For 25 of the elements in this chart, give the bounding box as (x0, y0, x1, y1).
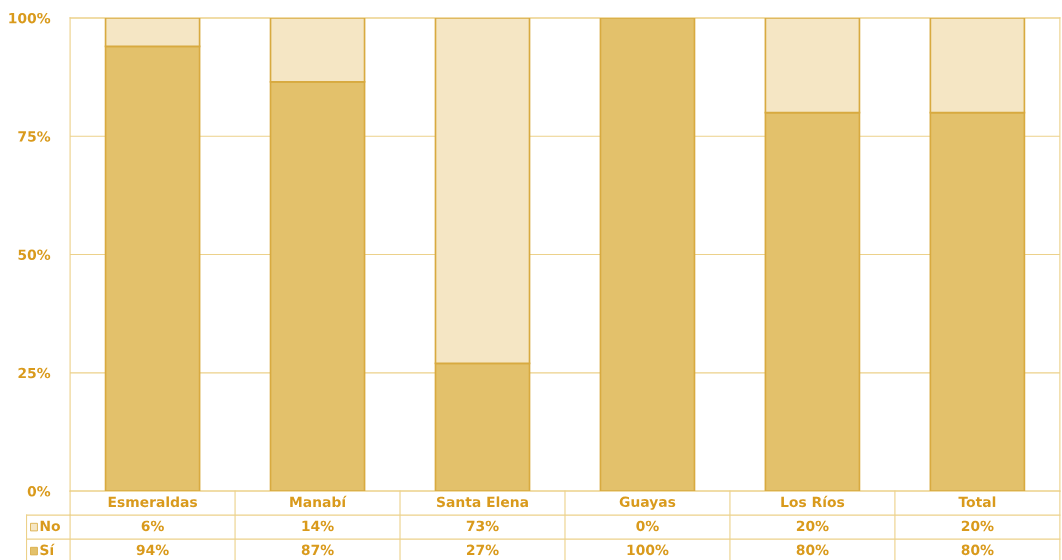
y-tick-label: 0% (27, 486, 51, 497)
x-tick-label: Esmeraldas (108, 496, 198, 508)
data-label: 80% (961, 544, 994, 556)
y-tick-label: 25% (18, 367, 51, 379)
data-label: 14% (302, 520, 334, 532)
y-tick-label: 50% (18, 249, 51, 260)
data-label: 20% (961, 520, 994, 532)
y-tick-label: 100% (9, 12, 51, 24)
legend-label: No (40, 520, 60, 532)
data-label: 6% (141, 520, 164, 532)
data-label: 20% (796, 520, 829, 532)
data-label: 27% (466, 544, 499, 556)
x-tick-label: Total (958, 496, 996, 508)
x-tick-label: Santa Elena (436, 496, 528, 508)
legend-label: Sí (40, 543, 55, 556)
x-tick-label: Guayas (619, 496, 676, 510)
data-label: 94% (136, 544, 169, 556)
data-label: 0% (636, 520, 659, 532)
x-tick-label: Los Ríos (781, 495, 845, 508)
data-label: 73% (466, 520, 499, 532)
data-label: 87% (301, 544, 334, 556)
x-tick-label: Manabí (290, 495, 347, 508)
data-label: 100% (627, 544, 669, 556)
data-label: 80% (796, 544, 829, 556)
y-tick-label: 75% (18, 131, 51, 142)
